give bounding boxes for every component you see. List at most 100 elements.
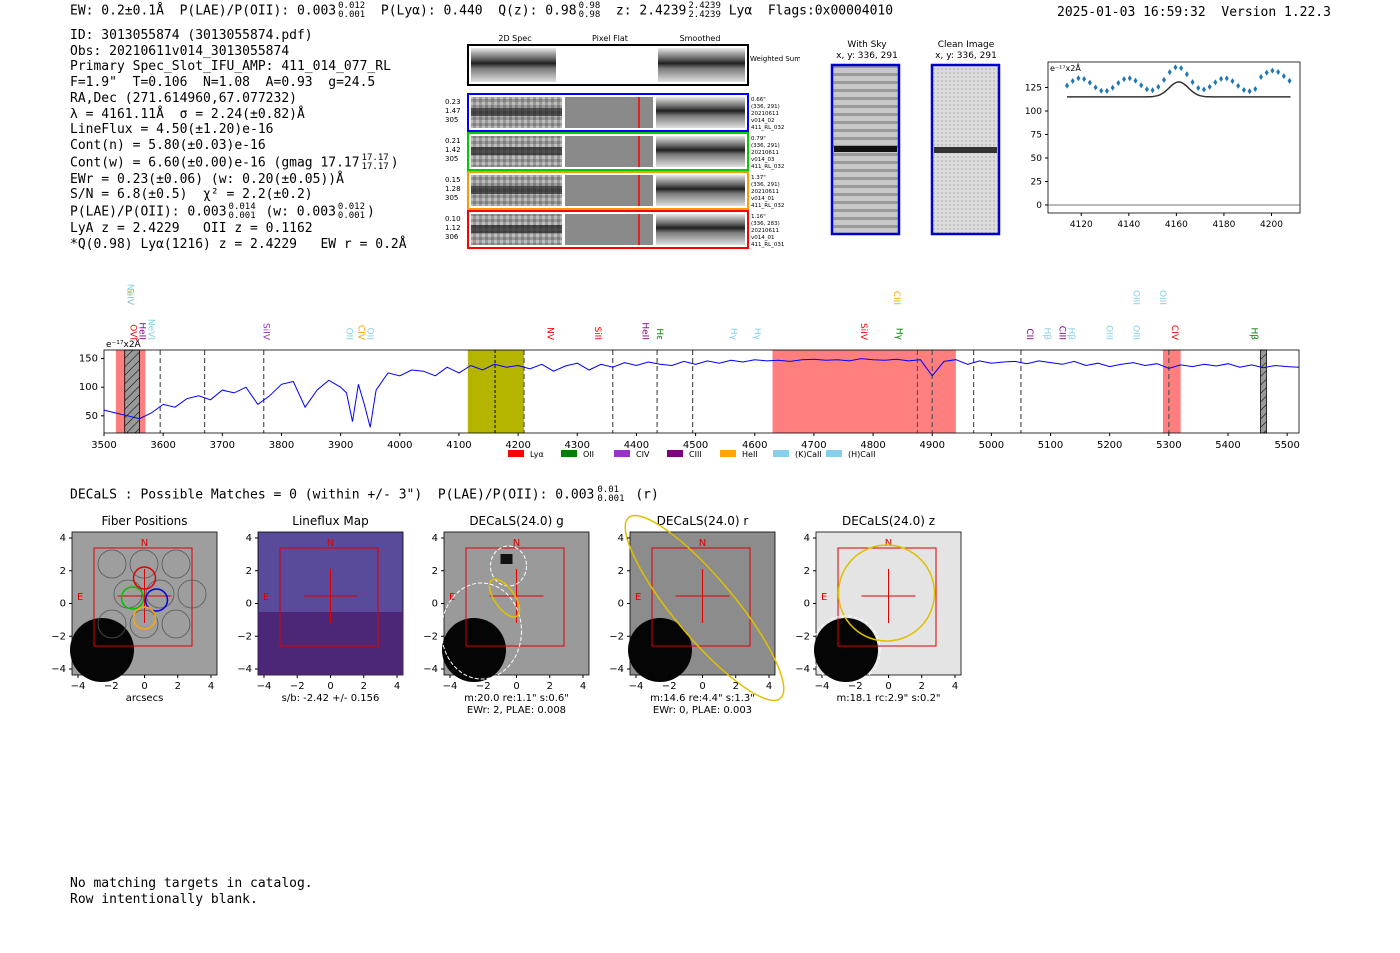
zoom-data-point (1281, 73, 1286, 80)
plae-sup: 0.012 (338, 1, 366, 11)
decals-ytick-label: −4 (423, 664, 438, 675)
shaded-region (772, 350, 956, 433)
decals-ytick-label: 2 (432, 566, 438, 577)
decals-xtick-label: 2 (175, 681, 181, 692)
zoom-data-point (1207, 83, 1212, 90)
spec-xtick-label: 4300 (565, 440, 590, 451)
decals-panel-title: Fiber Positions (101, 514, 187, 528)
decals-ytick-label: 4 (618, 533, 624, 544)
decals-ytick-label: 4 (60, 533, 66, 544)
spec-xtick-label: 5200 (1097, 440, 1122, 451)
decals-panels: Fiber Positions N E −4 −4 −2 −2 0 0 2 2 4 4 arcsecs Li… (51, 514, 962, 716)
flags-value: Flags:0x00004010 (767, 3, 894, 19)
shaded-region (1162, 350, 1181, 433)
zoom-fit-line (1067, 81, 1291, 98)
info-radec: RA,Dec (271.614960,67.077232) (70, 90, 297, 106)
legend-label: CIII (689, 450, 702, 459)
zoom-data-point (1173, 64, 1178, 71)
zoom-ytick-label: 0 (1036, 201, 1042, 211)
spec-xtick-label: 5400 (1215, 440, 1240, 451)
plae-sub: 0.001 (338, 10, 366, 20)
legend-swatch (561, 450, 577, 457)
info-ewr: EWr = 0.23(±0.06) (w: 0.20(±0.05))Å (70, 171, 344, 187)
version: Version 1.22.3 (1221, 5, 1331, 20)
line-label: OIII (1130, 325, 1140, 340)
decals-panel-title: Lineflux Map (292, 514, 368, 528)
legend-swatch (773, 450, 789, 457)
zoom-data-point (1196, 85, 1201, 92)
with-sky-title: With Sky (847, 40, 887, 50)
info-plae-sup: 0.014 (228, 202, 256, 213)
info-sn: S/N = 6.8(±0.5) χ² = 2.2(±0.2) (70, 187, 313, 203)
zoom-data-point (1184, 71, 1189, 78)
cutout-pixelflat (565, 175, 653, 206)
decals-xtick-label: 4 (766, 681, 772, 692)
decals-ytick-label: −2 (237, 631, 252, 642)
line-label: CIII (891, 291, 901, 305)
decals-xtick-label: 4 (208, 681, 214, 692)
info-contw-row: Cont(w) = 6.60(±0.00)e-16 (gmag 17.17 17.… (70, 152, 399, 172)
decals-panel: DECaLS(24.0) r N E −4 −4 −2 −2 0 0 2 2 4 4 m:14.6 re:… (609, 514, 785, 716)
line-label: OIII (1104, 325, 1114, 340)
info-contw-sup: 17.17 (361, 152, 389, 163)
zoom-data-point (1201, 86, 1206, 93)
ew-value: EW: 0.2±0.1Å (70, 3, 164, 19)
decals-ytick-label: 2 (618, 566, 624, 577)
match-circle (837, 544, 936, 642)
zoom-data-point (1241, 86, 1246, 93)
zoom-data-point (1093, 84, 1098, 91)
qz-sub: 0.98 (578, 10, 601, 20)
line-label: Hε (654, 328, 664, 340)
decals-xtick-label: −4 (71, 681, 86, 692)
cutout-2dspec-band (471, 147, 562, 155)
decals-ytick-label: 0 (246, 599, 252, 610)
compass-n: N (699, 538, 706, 549)
spec-xtick-label: 5500 (1274, 440, 1299, 451)
info-contw: Cont(w) = 6.60(±0.00)e-16 (gmag 17.17 (70, 155, 360, 171)
zoom-data-point (1162, 76, 1167, 83)
spectrum-line (103, 358, 1300, 428)
match-ellipse (624, 514, 785, 702)
source-ellipse (490, 545, 527, 587)
fiber-circle (97, 609, 127, 639)
spec-xtick-label: 5100 (1038, 440, 1063, 451)
decals-xtick-label: 0 (699, 681, 705, 692)
cutout-left-label: 1.42 (445, 146, 461, 154)
zoom-data-point (1270, 67, 1275, 74)
bright-star (70, 618, 134, 682)
legend-label: (K)CaII (795, 450, 822, 459)
line-label: Hβ (1042, 327, 1052, 340)
zoom-data-point (1236, 82, 1241, 89)
decals-sub: 0.001 (597, 494, 625, 504)
decals-ytick-label: −2 (51, 631, 66, 642)
hatched-region (1260, 349, 1267, 434)
cutout-2dspec-band (471, 186, 562, 194)
decals-xtick-label: 2 (919, 681, 925, 692)
zoom-xtick-label: 4120 (1070, 220, 1093, 230)
decals-ytick-label: 4 (432, 533, 438, 544)
spectrum-frame (103, 349, 1300, 434)
spec-ylabel: e⁻¹⁷x2Å (106, 338, 142, 350)
spec-xtick-label: 4500 (683, 440, 708, 451)
zoom-data-point (1219, 75, 1224, 82)
spec-ytick-label: 150 (79, 354, 98, 365)
decals-xtick-label: 2 (361, 681, 367, 692)
decals-summary: DECaLS : Possible Matches = 0 (within +/… (70, 486, 659, 504)
decals-ytick-label: 2 (60, 566, 66, 577)
zoom-data-point (1213, 79, 1218, 86)
cutout-right-label: v014_02 (751, 118, 775, 124)
line-label: Hγ (894, 328, 904, 341)
cutout-header-smoothed: Smoothed (680, 34, 721, 43)
zoom-data-point (1144, 86, 1149, 93)
cutout-left-label: 0.10 (445, 215, 461, 223)
zoom-xtick-label: 4180 (1212, 220, 1235, 230)
cutout-left-label: 1.12 (445, 224, 461, 232)
zoom-data-point (1104, 87, 1109, 94)
fiber-circle (161, 549, 191, 579)
decals-ytick-label: 2 (246, 566, 252, 577)
decals-xtick-label: −2 (476, 681, 491, 692)
decals-panel-title: DECaLS(24.0) r (657, 514, 749, 528)
aperture-box (465, 547, 565, 647)
zoom-frame (1047, 61, 1301, 214)
